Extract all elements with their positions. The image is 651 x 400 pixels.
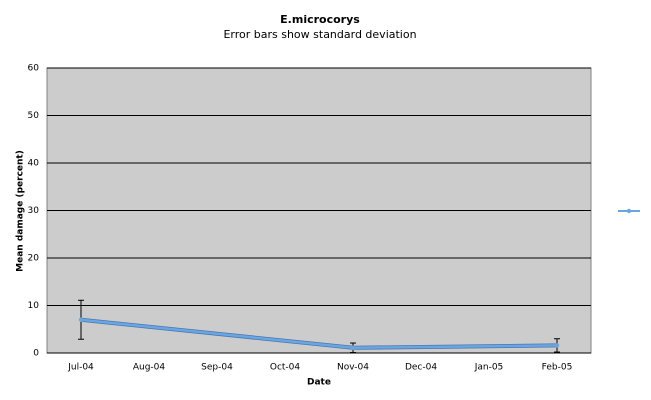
chart-title: E.microcorys <box>280 13 360 26</box>
point <box>78 317 84 322</box>
x-tick-label: Feb-05 <box>542 363 573 373</box>
y-tick-label: 20 <box>28 254 40 264</box>
point <box>350 345 356 350</box>
x-tick-label: Nov-04 <box>337 363 369 373</box>
y-tick-label: 40 <box>28 159 40 169</box>
y-tick-label: 10 <box>28 301 40 311</box>
y-tick-label: 60 <box>28 64 40 74</box>
x-tick-label: Aug-04 <box>133 363 166 373</box>
legend-marker <box>626 208 632 214</box>
y-axis-label: Mean damage (percent) <box>16 150 26 272</box>
chart-subtitle: Error bars show standard deviation <box>223 28 416 41</box>
x-tick-label: Jan-05 <box>474 363 504 373</box>
point <box>554 343 560 348</box>
x-tick-label: Dec-04 <box>405 363 437 373</box>
x-tick-label: Jul-04 <box>67 363 94 373</box>
y-tick-label: 30 <box>28 206 40 216</box>
x-tick-label: Sep-04 <box>201 363 233 373</box>
x-tick-label: Oct-04 <box>270 363 301 373</box>
y-tick-label: 50 <box>28 111 40 121</box>
y-tick-label: 0 <box>33 349 39 359</box>
x-axis-label: Date <box>307 378 331 388</box>
